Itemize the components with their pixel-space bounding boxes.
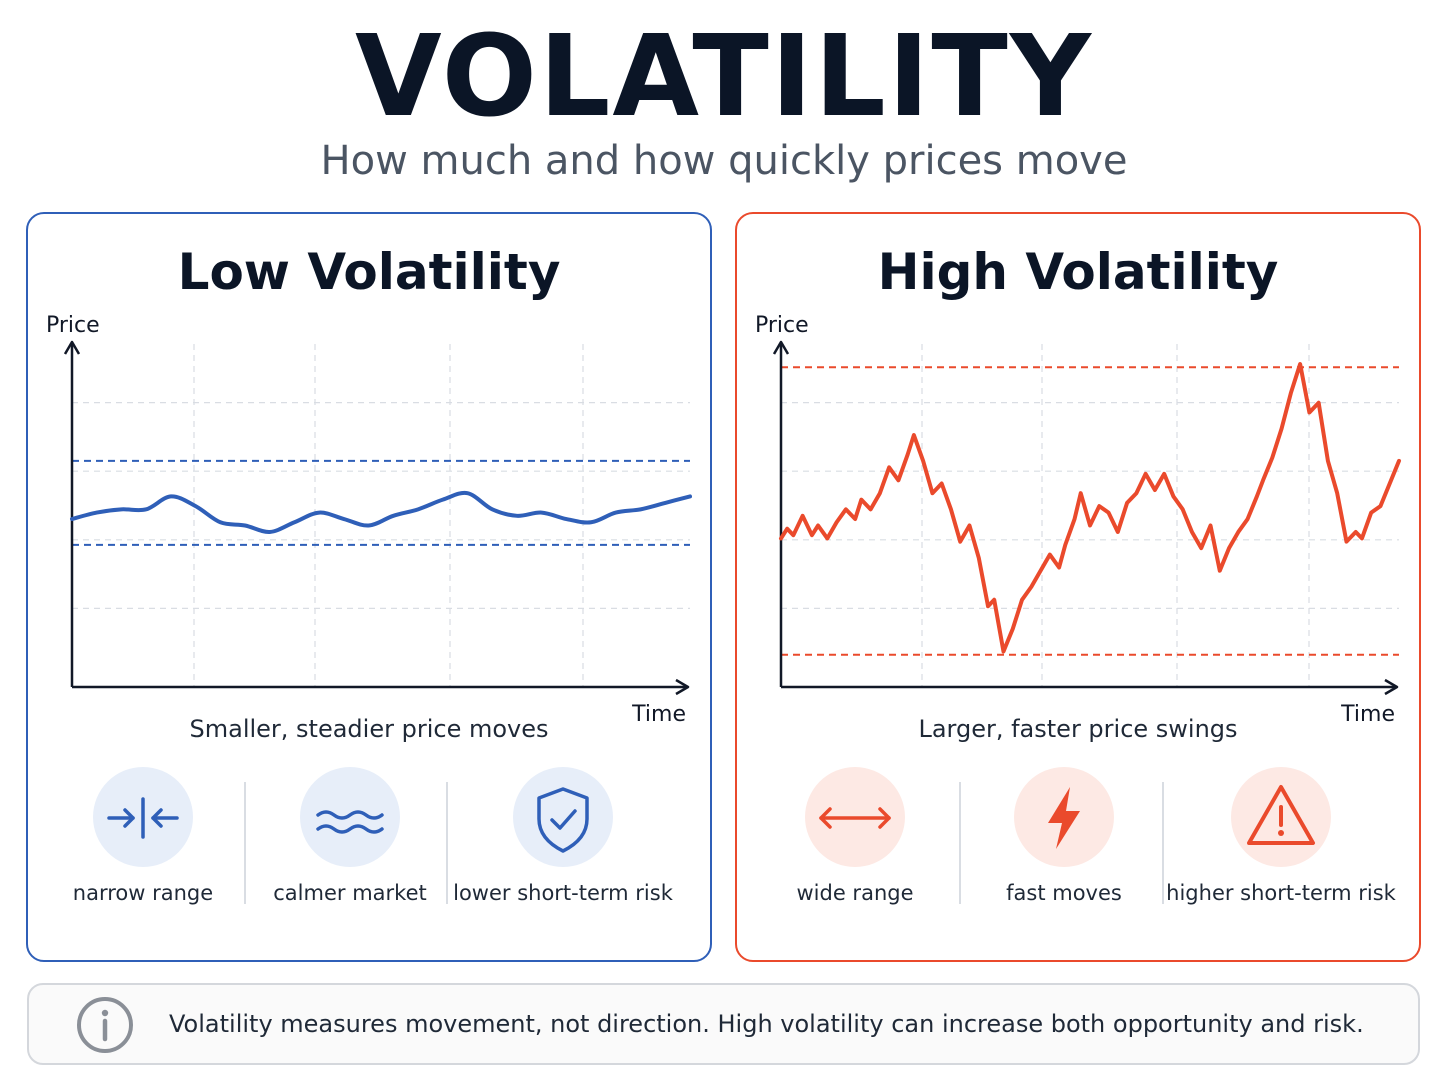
feature-label: lower short-term risk [453,881,673,905]
lightning-icon [1014,767,1114,867]
info-note: Volatility measures movement, not direct… [27,983,1420,1065]
high-volatility-chart: Price Time [755,313,1401,727]
feature-label: wide range [796,881,914,905]
x-axis-arrow [675,678,690,696]
page-subtitle: How much and how quickly prices move [320,138,1128,184]
x-axis-label: Time [1340,702,1395,727]
feature-label: narrow range [72,881,214,905]
low-volatility-panel: Low Volatility Price Time Smaller, steadi… [26,212,712,962]
x-axis-arrow [1384,678,1399,696]
waves-icon [300,767,400,867]
y-axis-label: Price [755,313,809,338]
feature-label: calmer market [273,881,427,905]
feature-fast-moves: fast moves [949,764,1179,914]
x-axis-label: Time [631,702,686,727]
feature-calmer-market: calmer market [235,764,465,914]
note-text: Volatility measures movement, not direct… [169,1010,1364,1038]
double-arrow-icon [805,767,905,867]
price-series-line [779,362,1401,654]
high-features: wide range fast moves hi [737,764,1419,914]
y-axis-label: Price [46,313,100,338]
narrow-range-icon [93,767,193,867]
feature-narrow-range: narrow range [28,764,258,914]
divider [959,782,961,904]
page-title: VOLATILITY [355,12,1093,142]
info-icon [77,997,133,1053]
high-panel-title: High Volatility [877,243,1279,301]
low-volatility-chart: Price Time [46,313,692,727]
divider [244,782,246,904]
feature-label: fast moves [1006,881,1122,905]
divider [446,782,448,904]
y-axis-arrow [63,340,81,355]
divider [1162,782,1164,904]
shield-check-icon [513,767,613,867]
y-axis-arrow [772,340,790,355]
feature-lower-risk: lower short-term risk [448,764,678,914]
low-panel-title: Low Volatility [177,243,561,301]
feature-label: higher short-term risk [1166,881,1396,905]
low-features: narrow range calmer market [28,764,710,914]
price-series-line [70,490,692,534]
low-chart-caption: Smaller, steadier price moves [189,715,549,743]
feature-higher-risk: higher short-term risk [1166,764,1396,914]
warning-icon [1231,767,1331,867]
feature-wide-range: wide range [740,764,970,914]
high-volatility-panel: High Volatility Price Time Larger, faster… [735,212,1421,962]
high-chart-caption: Larger, faster price swings [918,715,1238,743]
